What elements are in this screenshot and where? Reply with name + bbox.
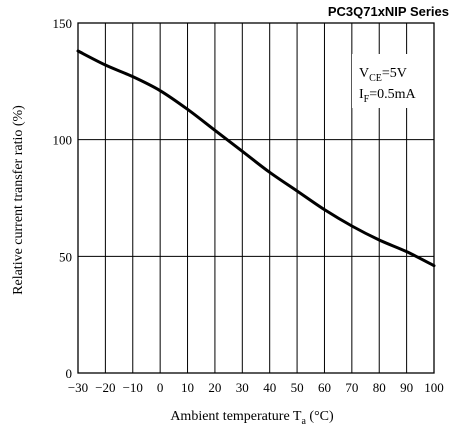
x-tick-label: 50 <box>291 380 304 395</box>
y-axis-label: Relative current transfer ratio (%) <box>11 105 26 295</box>
x-tick-label: 0 <box>157 380 164 395</box>
grid <box>78 23 434 373</box>
y-tick-label: 150 <box>53 16 73 31</box>
data-point <box>323 208 326 211</box>
x-tick-label: −20 <box>95 380 115 395</box>
plot-frame <box>77 22 435 374</box>
series-title: PC3Q71xNIP Series <box>328 4 449 19</box>
y-tick-label: 0 <box>66 366 73 381</box>
data-point <box>405 250 408 253</box>
x-axis-label-main: Ambient temperature T <box>170 409 302 424</box>
data-point <box>158 89 162 92</box>
x-tick-label: −30 <box>68 380 88 395</box>
series-group <box>76 49 436 268</box>
x-axis-label: Ambient temperature Ta (°C) <box>170 409 334 427</box>
x-tick-label: −10 <box>123 380 143 395</box>
data-point <box>268 171 271 174</box>
x-tick-label: 20 <box>208 380 221 395</box>
data-point <box>432 264 436 267</box>
x-tick-label: 60 <box>318 380 331 395</box>
y-tick-label: 50 <box>59 249 72 264</box>
data-point <box>76 49 80 53</box>
annotation-if: IF=0.5mA <box>359 87 417 105</box>
x-tick-label: 100 <box>424 380 444 395</box>
annotation-vce-rest: =5V <box>382 66 407 81</box>
annotation-vce-sub: CE <box>369 73 382 84</box>
data-point <box>350 224 354 228</box>
annotation-vce-main: V <box>359 66 369 81</box>
data-point <box>131 75 134 78</box>
annotation-vce: VCE=5V <box>359 66 407 84</box>
data-point <box>186 108 189 111</box>
annotation-if-sub: F <box>364 94 370 105</box>
x-tick-label: 70 <box>345 380 358 395</box>
x-axis-label-sub: a <box>301 416 306 427</box>
data-point <box>241 150 244 153</box>
x-tick-label: 80 <box>373 380 386 395</box>
annotation-if-main: I <box>359 87 364 102</box>
data-point <box>213 129 217 132</box>
x-tick-label: 10 <box>181 380 194 395</box>
series-line <box>76 49 436 268</box>
y-tick-labels: 0 50 100 150 <box>53 16 73 381</box>
y-tick-label: 100 <box>53 133 73 148</box>
x-axis-label-unit: (°C) <box>306 409 334 424</box>
data-point <box>104 63 107 67</box>
x-tick-label: 90 <box>400 380 413 395</box>
x-tick-label: 30 <box>236 380 249 395</box>
x-tick-label: 40 <box>263 380 276 395</box>
annotation-if-rest: =0.5mA <box>369 87 416 102</box>
plot-area-border <box>77 22 435 374</box>
annotation-background <box>352 54 432 108</box>
data-point <box>295 189 299 193</box>
x-tick-labels: −30 −20 −10 0 10 20 30 40 50 60 70 80 90 100 <box>68 380 444 395</box>
data-point <box>378 238 381 242</box>
